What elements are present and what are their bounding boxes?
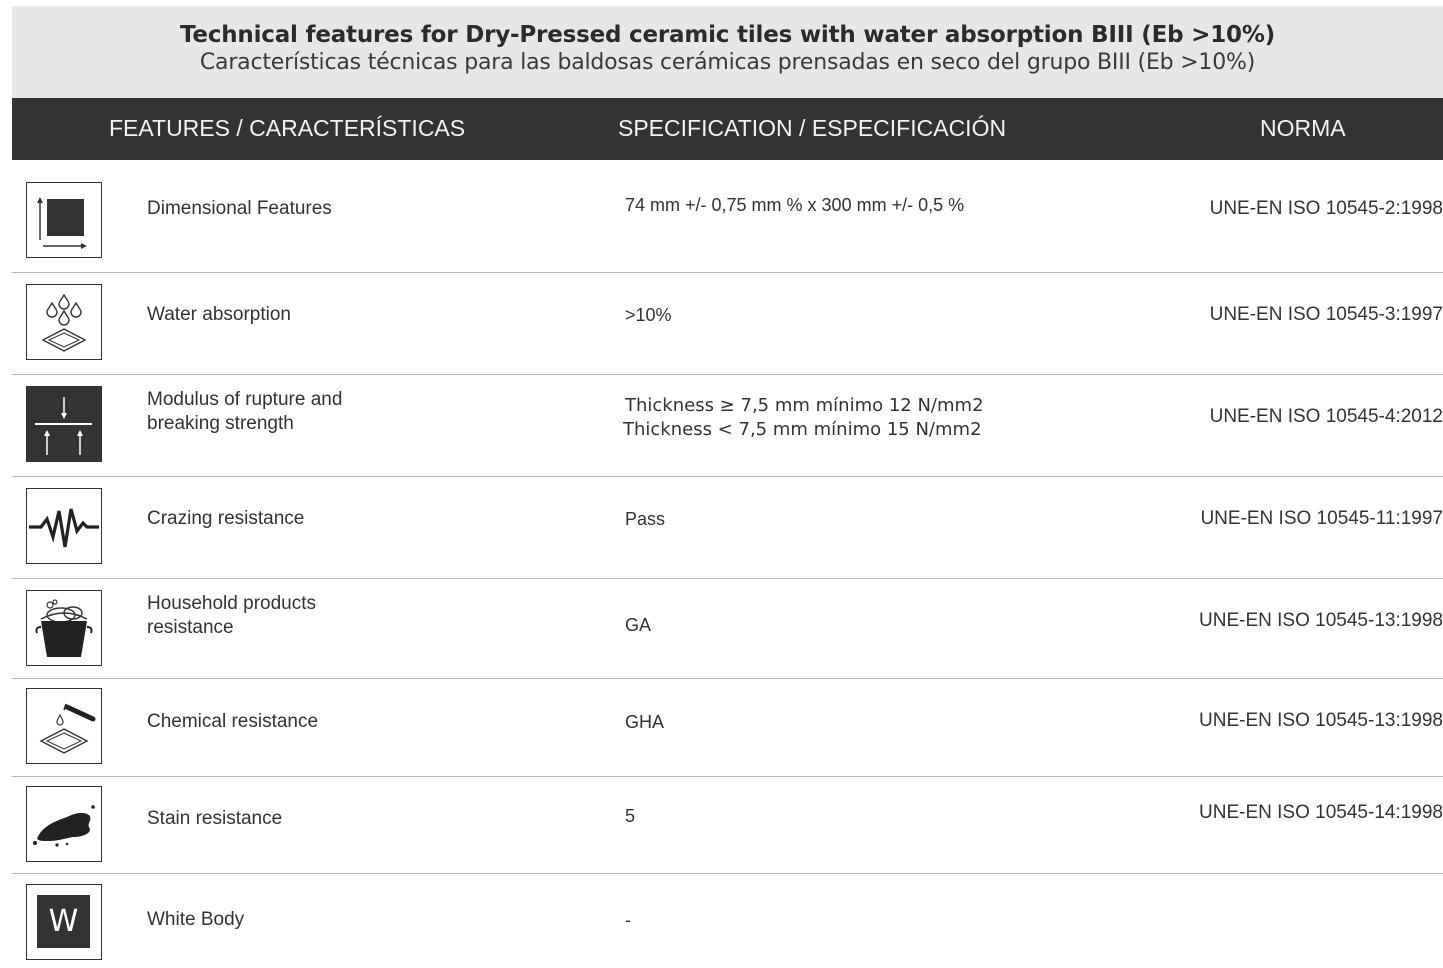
- title-spanish: Características técnicas para las baldos…: [199, 50, 1256, 75]
- crack-icon: [26, 488, 102, 564]
- spec-line1: Thickness ≥ 7,5 mm mínimo 12 N/mm2: [625, 395, 984, 416]
- header-specification: SPECIFICATION / ESPECIFICACIÓN: [618, 115, 1007, 141]
- feature-label: Crazing resistance: [147, 508, 305, 529]
- spec-value: 74 mm +/- 0,75 mm % x 300 mm +/- 0,5 %: [625, 195, 965, 215]
- pressure-arrows-icon: [26, 386, 102, 462]
- feature-label: Chemical resistance: [147, 711, 319, 732]
- table-row: W White Body -: [12, 874, 1443, 968]
- table-row: Modulus of rupture and breaking strength…: [12, 375, 1443, 477]
- feature-label: Dimensional Features: [147, 198, 332, 219]
- row-divider: [12, 578, 1443, 579]
- spec-value: -: [625, 910, 631, 930]
- test-tube-icon: [26, 688, 102, 764]
- row-divider: [12, 776, 1443, 777]
- spec-value: Pass: [625, 509, 666, 529]
- norma-value: UNE-EN ISO 10545-4:2012: [1209, 406, 1443, 427]
- feature-label: Water absorption: [147, 304, 291, 325]
- row-divider: [12, 272, 1443, 273]
- norma-value: UNE-EN ISO 10545-3:1997: [1209, 304, 1443, 325]
- norma-value: UNE-EN ISO 10545-14:1998: [1199, 802, 1443, 823]
- spec-line2: Thickness < 7,5 mm mínimo 15 N/mm2: [623, 419, 982, 440]
- table-row: Dimensional Features 74 mm +/- 0,75 mm %…: [12, 160, 1443, 273]
- spec-value: 5: [625, 806, 636, 826]
- norma-value: UNE-EN ISO 10545-13:1998: [1199, 710, 1443, 731]
- header-features: FEATURES / CARACTERÍSTICAS: [109, 115, 466, 141]
- white-body-letter: W: [37, 895, 90, 948]
- table-row: Stain resistance 5 UNE-EN ISO 10545-14:1…: [12, 777, 1443, 874]
- feature-label-line2: resistance: [147, 617, 234, 638]
- table-row: Chemical resistance GHA UNE-EN ISO 10545…: [12, 679, 1443, 777]
- feature-label-line1: Modulus of rupture and: [147, 389, 343, 410]
- row-divider: [12, 374, 1443, 375]
- feature-label-line2: breaking strength: [147, 413, 294, 434]
- row-divider: [12, 476, 1443, 477]
- water-drops-icon: [26, 284, 102, 360]
- table-row: Water absorption >10% UNE-EN ISO 10545-3…: [12, 273, 1443, 375]
- row-divider: [12, 873, 1443, 874]
- feature-label: Stain resistance: [147, 808, 283, 829]
- spec-value: GHA: [625, 712, 665, 732]
- row-divider: [12, 678, 1443, 679]
- header-norma: NORMA: [1260, 115, 1346, 141]
- dimension-icon: [26, 182, 102, 258]
- feature-label: Household products resistance: [147, 592, 316, 640]
- norma-value: UNE-EN ISO 10545-2:1998: [1209, 198, 1443, 219]
- title-band: Technical features for Dry-Pressed ceram…: [12, 6, 1443, 98]
- bucket-icon: [26, 590, 102, 666]
- table-header: FEATURES / CARACTERÍSTICAS SPECIFICATION…: [12, 98, 1443, 160]
- spec-value: Thickness ≥ 7,5 mm mínimo 12 N/mm2 Thick…: [623, 394, 984, 442]
- norma-value: UNE-EN ISO 10545-13:1998: [1199, 610, 1443, 631]
- title-english: Technical features for Dry-Pressed ceram…: [179, 22, 1275, 48]
- feature-label: Modulus of rupture and breaking strength: [147, 388, 342, 436]
- white-body-icon: W: [26, 884, 102, 960]
- spec-value: GA: [625, 615, 652, 635]
- stain-icon: [26, 786, 102, 862]
- table-row: Household products resistance GA UNE-EN …: [12, 579, 1443, 679]
- feature-label: White Body: [147, 909, 245, 930]
- feature-label-line1: Household products: [147, 593, 316, 614]
- spec-value: >10%: [625, 305, 672, 325]
- norma-value: UNE-EN ISO 10545-11:1997: [1200, 508, 1443, 529]
- table-row: Crazing resistance Pass UNE-EN ISO 10545…: [12, 477, 1443, 579]
